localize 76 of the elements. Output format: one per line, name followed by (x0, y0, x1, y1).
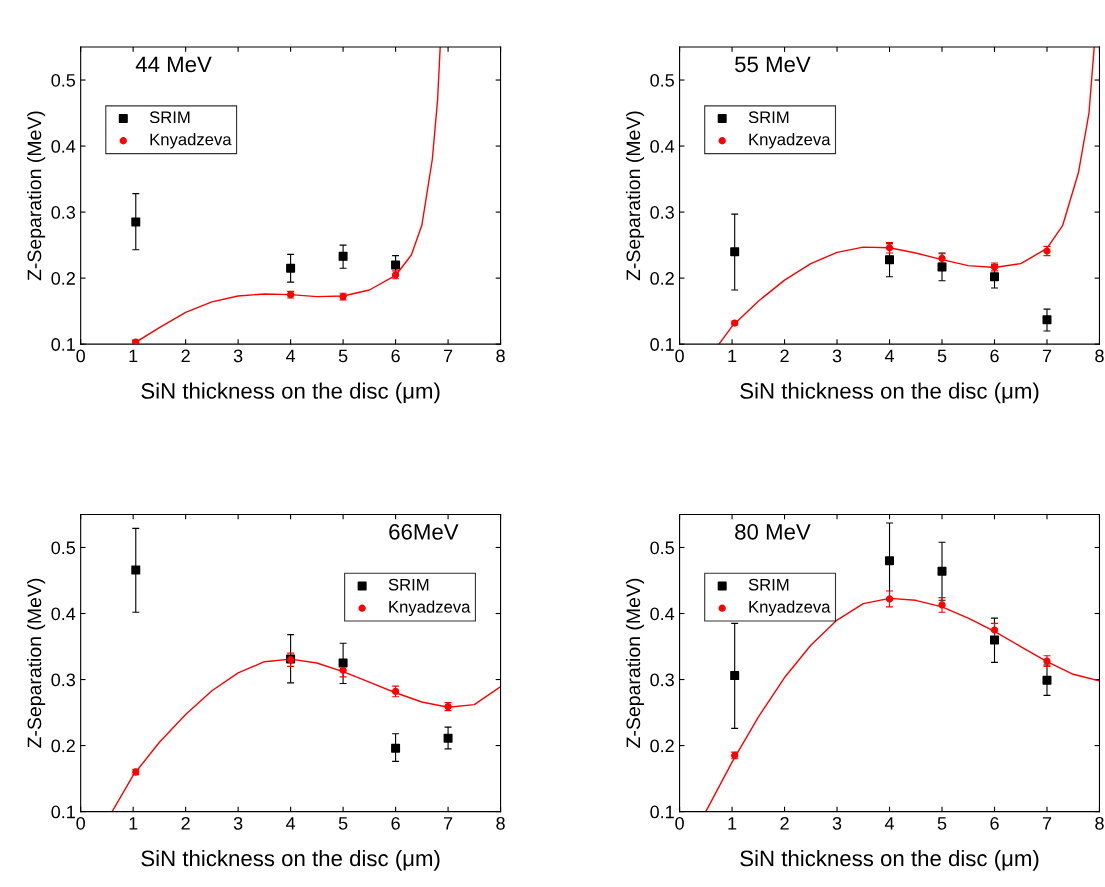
x-tick-label: 3 (233, 816, 243, 830)
x-tick-label: 6 (391, 349, 400, 363)
y-tick-label: 0.1 (650, 805, 674, 819)
y-axis-title: Z-Separation (MeV) (27, 578, 46, 748)
x-tick-label: 1 (129, 817, 138, 830)
y-tick-label: 0.3 (51, 206, 76, 219)
y-tick-label: 0.3 (51, 673, 76, 687)
x-tick-label: 6 (391, 816, 400, 830)
y-tick-label: 0.1 (650, 338, 674, 351)
y-tick-label: 0.2 (51, 739, 75, 753)
x-tick-label: 6 (990, 816, 999, 830)
legend-label: SRIM (149, 111, 190, 124)
x-tick-label: 8 (1095, 816, 1104, 830)
chart-title: 55 MeV (735, 56, 811, 73)
y-tick-label: 0.2 (650, 739, 674, 753)
x-tick-label: 5 (937, 817, 947, 830)
y-tick-label: 0.3 (650, 206, 674, 219)
x-tick-label: 8 (496, 349, 505, 363)
x-tick-label: 8 (496, 816, 505, 830)
y-tick-label: 0.1 (51, 338, 75, 351)
y-tick-label: 0.2 (650, 272, 674, 285)
x-tick-label: 0 (675, 816, 684, 830)
legend-label: Knyadzeva (749, 600, 831, 617)
y-tick-label: 0.5 (650, 73, 674, 87)
x-tick-label: 6 (990, 349, 999, 363)
y-tick-label: 0.3 (650, 673, 674, 687)
x-tick-label: 7 (1042, 349, 1052, 363)
x-tick-label: 4 (286, 817, 296, 830)
x-axis-title: SiN thickness on the disc (μm) (740, 849, 1039, 871)
x-tick-label: 5 (937, 349, 947, 363)
x-tick-label: 2 (780, 349, 789, 363)
x-tick-label: 3 (233, 349, 243, 363)
chart-title: 66MeV (389, 523, 459, 540)
y-tick-label: 0.5 (51, 73, 76, 87)
y-tick-label: 0.5 (650, 541, 674, 555)
y-tick-label: 0.2 (51, 272, 75, 285)
x-tick-label: 7 (1042, 817, 1052, 830)
legend-label: SRIM (748, 578, 789, 591)
legend-label: Knyadzeva (150, 133, 232, 149)
legend-label: SRIM (388, 578, 429, 591)
y-tick-label: 0.4 (650, 139, 675, 153)
chart-title: 44 MeV (135, 56, 212, 73)
x-tick-label: 2 (181, 349, 190, 363)
x-axis-title: SiN thickness on the disc (μm) (141, 849, 440, 871)
y-axis-title: Z-Separation (MeV) (625, 578, 645, 748)
x-tick-label: 2 (780, 816, 789, 830)
x-tick-label: 2 (181, 816, 190, 830)
x-tick-label: 3 (832, 349, 842, 363)
y-tick-label: 0.4 (650, 607, 675, 621)
x-tick-label: 4 (286, 349, 296, 363)
x-tick-label: 8 (1095, 349, 1104, 363)
x-tick-label: 0 (675, 349, 684, 363)
x-tick-label: 0 (76, 816, 85, 830)
x-tick-label: 4 (884, 817, 895, 830)
legend-label: SRIM (748, 111, 789, 124)
y-axis-title: Z-Separation (MeV) (625, 111, 645, 281)
x-tick-label: 3 (832, 816, 842, 830)
y-tick-label: 0.4 (51, 607, 76, 621)
y-tick-label: 0.1 (51, 805, 75, 819)
x-tick-label: 7 (443, 817, 453, 830)
y-tick-label: 0.5 (51, 541, 76, 555)
x-tick-label: 7 (443, 349, 453, 363)
x-tick-label: 5 (338, 817, 348, 830)
legend-label: Knyadzeva (749, 133, 831, 149)
legend-label: Knyadzeva (389, 600, 471, 617)
x-tick-label: 1 (728, 817, 737, 830)
chart-title: 80 MeV (735, 523, 811, 540)
x-tick-label: 0 (76, 349, 85, 363)
y-tick-label: 0.4 (51, 139, 76, 153)
x-tick-label: 1 (728, 349, 737, 363)
x-axis-title: SiN thickness on the disc (μm) (740, 382, 1039, 404)
y-axis-title: Z-Separation (MeV) (27, 111, 46, 281)
x-axis-title: SiN thickness on the disc (μm) (141, 382, 440, 404)
x-tick-label: 1 (129, 349, 138, 363)
x-tick-label: 4 (884, 349, 895, 363)
x-tick-label: 5 (338, 349, 348, 363)
